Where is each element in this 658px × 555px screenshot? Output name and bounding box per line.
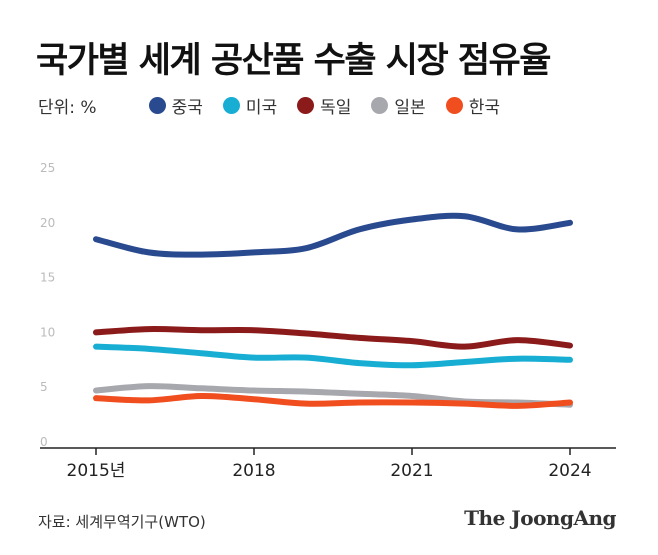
line-chart: 0 5 10 15 20 25 2015년 2018 2021 2024: [40, 161, 616, 481]
legend-swatch: [148, 96, 166, 114]
legend-swatch: [297, 96, 315, 114]
chart-title: 국가별 세계 공산품 수출 시장 점유율: [36, 41, 551, 81]
x-tick-label: 2024: [548, 461, 591, 481]
legend-item-3: 일본: [371, 93, 426, 118]
legend-item-4: 한국: [445, 93, 500, 118]
x-tick-label: 2021: [390, 461, 433, 481]
y-tick-label: 25: [40, 161, 55, 175]
y-tick-label: 10: [40, 325, 55, 339]
legend-swatch: [371, 96, 389, 114]
publisher-logo: The JoongAng: [464, 506, 616, 530]
series-line-1: [93, 343, 573, 369]
x-tick-label: 2015년: [67, 461, 126, 481]
x-tick-label: 2018: [232, 461, 275, 481]
y-tick-label: 0: [40, 435, 48, 449]
legend-label: 한국: [468, 97, 500, 118]
unit-label: 단위: %: [38, 97, 97, 118]
series-line-4: [93, 392, 573, 409]
legend-item-1: 미국: [222, 93, 278, 118]
y-tick-label: 5: [40, 380, 48, 394]
legend-items: 중국 미국 독일 일본 한국: [148, 93, 520, 118]
y-tick-label: 15: [40, 271, 55, 285]
legend: 단위: % 중국 미국 독일 일본 한국: [38, 92, 520, 118]
source-note: 자료: 세계무역기구(WTO): [38, 513, 206, 531]
y-tick-label: 20: [40, 216, 55, 230]
legend-label: 일본: [394, 97, 426, 118]
legend-swatch: [222, 96, 240, 114]
series-line-2: [93, 326, 573, 350]
legend-swatch: [445, 96, 463, 114]
legend-label: 독일: [320, 97, 352, 118]
legend-label: 미국: [245, 97, 278, 118]
legend-label: 중국: [171, 97, 203, 118]
series-line-0: [93, 212, 573, 258]
legend-item-0: 중국: [148, 93, 203, 118]
legend-item-2: 독일: [297, 93, 351, 118]
